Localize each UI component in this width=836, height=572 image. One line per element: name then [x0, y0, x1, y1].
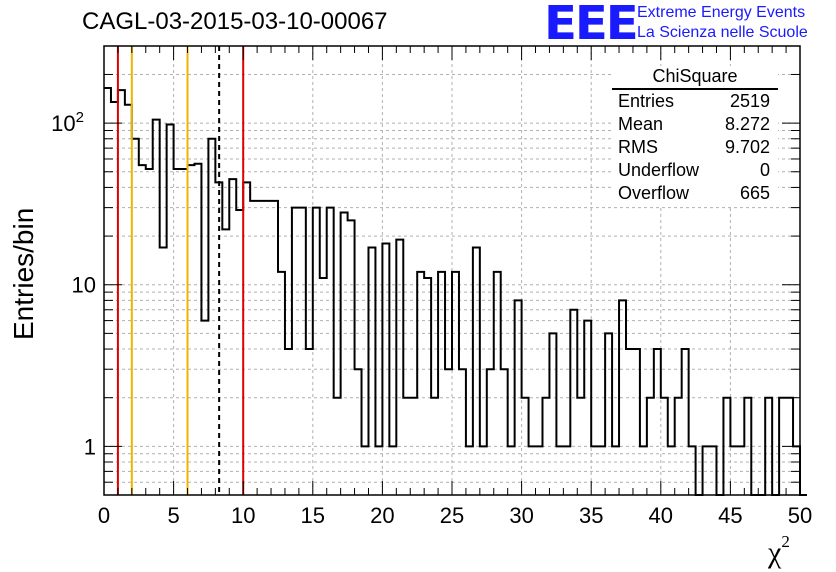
x-tick-label: 0 [98, 503, 110, 528]
stats-row: Overflow 665 [612, 182, 778, 205]
y-tick-label: 10 [72, 273, 96, 298]
x-tick-label: 35 [579, 503, 603, 528]
stats-label: Underflow [618, 160, 700, 180]
y-axis-label: Entries/bin [8, 207, 39, 340]
y-tick-label: 102 [51, 109, 84, 136]
x-axis-label-exponent: 2 [781, 532, 790, 551]
stats-value: 665 [739, 183, 770, 203]
x-tick-label: 20 [370, 503, 394, 528]
stats-label: Entries [618, 91, 675, 111]
stats-row: Underflow 0 [612, 159, 778, 182]
stats-title: ChiSquare [612, 66, 778, 90]
stats-value: 2519 [729, 91, 770, 111]
stats-value: 0 [759, 160, 770, 180]
x-tick-label: 45 [718, 503, 742, 528]
x-tick-label: 5 [167, 503, 179, 528]
x-tick-label: 30 [509, 503, 533, 528]
y-tick-label: 1 [84, 434, 96, 459]
x-tick-label: 40 [649, 503, 673, 528]
stats-label: RMS [618, 137, 658, 157]
x-tick-label: 10 [231, 503, 255, 528]
x-tick-label: 15 [301, 503, 325, 528]
x-tick-label: 50 [788, 503, 812, 528]
stats-row: RMS 9.702 [612, 136, 778, 159]
x-axis-label: χ2 [768, 532, 790, 570]
logo-line-1: Extreme Energy Events [637, 4, 806, 21]
logo-line-2: La Scienza nelle Scuole [637, 24, 808, 41]
stats-value: 8.272 [724, 114, 770, 134]
stats-box: ChiSquare Entries 2519 Mean 8.272 RMS 9.… [612, 66, 778, 205]
stats-label: Mean [618, 114, 664, 134]
histogram-steps [104, 86, 807, 496]
stats-label: Overflow [618, 183, 690, 203]
chart-title: CAGL-03-2015-03-10-00067 [82, 8, 388, 35]
stats-row: Mean 8.272 [612, 113, 778, 136]
stats-row: Entries 2519 [612, 90, 778, 113]
eee-logo: EEE [544, 0, 639, 50]
x-tick-label: 25 [440, 503, 464, 528]
stats-value: 9.702 [724, 137, 770, 157]
x-axis-label-base: χ [768, 536, 782, 569]
